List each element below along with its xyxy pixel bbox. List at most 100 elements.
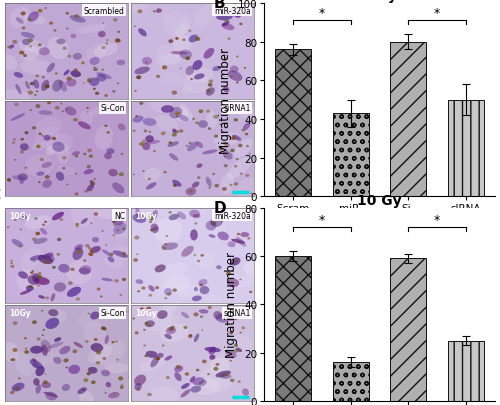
Ellipse shape [38,295,45,299]
Circle shape [199,284,203,287]
Ellipse shape [19,181,24,185]
Circle shape [66,29,68,30]
Circle shape [36,232,40,236]
Circle shape [12,41,18,45]
Ellipse shape [36,172,44,177]
Ellipse shape [10,114,25,121]
Ellipse shape [174,372,182,381]
Circle shape [172,289,177,292]
Circle shape [123,256,125,257]
Ellipse shape [216,14,233,21]
Ellipse shape [156,46,180,66]
Ellipse shape [28,275,40,285]
Ellipse shape [183,75,211,94]
Ellipse shape [236,237,246,247]
Circle shape [60,104,62,105]
Circle shape [102,328,106,330]
Circle shape [223,143,227,145]
Ellipse shape [156,9,162,14]
Ellipse shape [156,277,178,295]
Circle shape [87,80,92,83]
Ellipse shape [53,357,62,364]
Ellipse shape [34,277,50,285]
Circle shape [202,360,206,363]
Text: *: * [318,7,325,20]
Ellipse shape [71,201,94,226]
Circle shape [230,379,234,382]
Circle shape [85,340,89,343]
Circle shape [122,252,126,256]
Ellipse shape [20,33,35,39]
Circle shape [41,310,43,312]
Ellipse shape [104,153,112,160]
Ellipse shape [160,262,188,279]
Ellipse shape [112,251,128,258]
Ellipse shape [164,288,172,296]
Ellipse shape [22,40,30,46]
Circle shape [139,143,144,147]
Ellipse shape [70,71,81,78]
Circle shape [44,373,46,375]
Circle shape [37,275,42,279]
Circle shape [226,272,231,276]
Ellipse shape [108,392,120,399]
Ellipse shape [200,367,232,392]
Ellipse shape [143,119,156,126]
Circle shape [42,335,44,336]
Circle shape [190,79,193,81]
Bar [448,100,484,197]
Ellipse shape [146,310,172,331]
Ellipse shape [78,388,86,394]
Ellipse shape [3,342,19,362]
Circle shape [147,393,152,396]
Ellipse shape [140,357,166,371]
Ellipse shape [199,309,208,314]
Ellipse shape [243,261,263,276]
Ellipse shape [242,388,249,396]
Circle shape [14,219,17,221]
Circle shape [212,173,215,176]
Circle shape [118,376,124,381]
Circle shape [102,23,104,25]
Ellipse shape [114,223,126,235]
Circle shape [184,372,189,376]
Circle shape [164,132,166,134]
Circle shape [115,39,120,43]
Circle shape [179,130,184,133]
Ellipse shape [177,212,186,220]
Circle shape [102,47,105,50]
Circle shape [120,294,122,296]
Ellipse shape [89,106,113,116]
Circle shape [86,372,91,375]
Ellipse shape [24,216,52,230]
Circle shape [94,213,98,216]
Circle shape [87,149,92,153]
Circle shape [240,332,242,334]
Ellipse shape [218,232,229,241]
Circle shape [86,108,89,109]
Circle shape [74,193,78,196]
Ellipse shape [210,217,223,227]
Ellipse shape [155,55,183,66]
Circle shape [13,139,16,141]
Circle shape [155,286,159,290]
Circle shape [194,254,196,256]
Ellipse shape [20,144,29,151]
Ellipse shape [146,351,158,358]
Ellipse shape [142,143,150,151]
Ellipse shape [175,285,201,298]
Ellipse shape [190,378,220,394]
Circle shape [30,83,34,86]
Ellipse shape [18,40,45,53]
Circle shape [44,262,46,264]
Bar [333,362,368,401]
Circle shape [96,361,100,364]
Ellipse shape [168,214,179,221]
Circle shape [42,224,45,226]
Text: 10Gy: 10Gy [8,309,30,318]
Ellipse shape [196,142,203,149]
Ellipse shape [210,222,226,239]
Circle shape [94,179,96,181]
Circle shape [72,350,78,353]
Circle shape [219,148,223,151]
